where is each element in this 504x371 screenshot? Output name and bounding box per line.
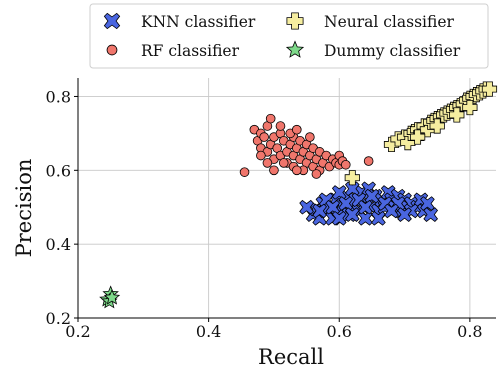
data-point xyxy=(256,150,266,161)
legend-label: Dummy classifier xyxy=(324,42,461,60)
data-point xyxy=(481,81,498,97)
legend-label: Neural classifier xyxy=(324,13,455,31)
data-point xyxy=(384,203,399,219)
y-tick-label: 0.6 xyxy=(46,161,71,180)
legend-label: RF classifier xyxy=(141,42,240,60)
series-rf-classifier xyxy=(239,113,374,179)
y-axis-label: Precision xyxy=(12,159,36,258)
legend-marker xyxy=(286,12,304,30)
legend-label: KNN classifier xyxy=(141,13,256,31)
series-knn-classifier xyxy=(299,181,439,226)
data-point xyxy=(344,207,360,222)
data-point xyxy=(344,170,360,186)
y-tick-label: 0.8 xyxy=(46,87,71,106)
data-point xyxy=(429,118,445,134)
data-point xyxy=(259,132,269,142)
series-neural-classifier xyxy=(344,81,498,186)
tick-labels: 0.2 0.4 0.6 0.8 0.2 0.4 0.6 0.8 xyxy=(46,87,483,341)
legend-box xyxy=(89,3,489,69)
y-tick-label: 0.4 xyxy=(46,235,71,254)
data-point xyxy=(299,199,314,215)
data-point xyxy=(449,107,465,123)
data-point xyxy=(397,207,412,222)
data-point xyxy=(291,165,302,176)
x-tick-label: 0.8 xyxy=(457,322,482,341)
y-tick-label: 0.2 xyxy=(46,309,71,328)
data-point xyxy=(363,156,374,166)
data-point xyxy=(358,199,373,215)
data-point xyxy=(331,210,347,226)
data-point xyxy=(371,210,386,226)
data-point xyxy=(462,99,478,116)
x-axis-label: Recall xyxy=(258,345,324,369)
data-point xyxy=(364,188,380,204)
legend-marker xyxy=(103,12,121,30)
data-point xyxy=(312,203,327,219)
data-point xyxy=(423,207,439,222)
x-tick-label: 0.2 xyxy=(65,322,90,341)
data-point xyxy=(410,129,426,145)
data-point xyxy=(278,158,289,168)
x-tick-label: 0.6 xyxy=(327,322,352,341)
data-point xyxy=(239,167,250,177)
data-point xyxy=(305,132,315,142)
x-tick-label: 0.4 xyxy=(196,322,221,341)
data-point xyxy=(262,158,273,168)
series-dummy-classifier xyxy=(99,285,121,309)
data-point xyxy=(311,169,322,179)
data-point xyxy=(291,124,302,135)
legend: KNN classifier RF classifier Neural classi… xyxy=(89,3,489,69)
axes xyxy=(74,78,496,322)
data-point xyxy=(265,113,276,124)
legend-marker xyxy=(106,44,118,56)
data-point xyxy=(275,121,286,131)
legend-marker xyxy=(285,40,305,58)
data-point xyxy=(340,159,351,170)
data-point xyxy=(269,165,279,176)
data-point xyxy=(103,289,121,305)
data-points xyxy=(99,81,498,309)
